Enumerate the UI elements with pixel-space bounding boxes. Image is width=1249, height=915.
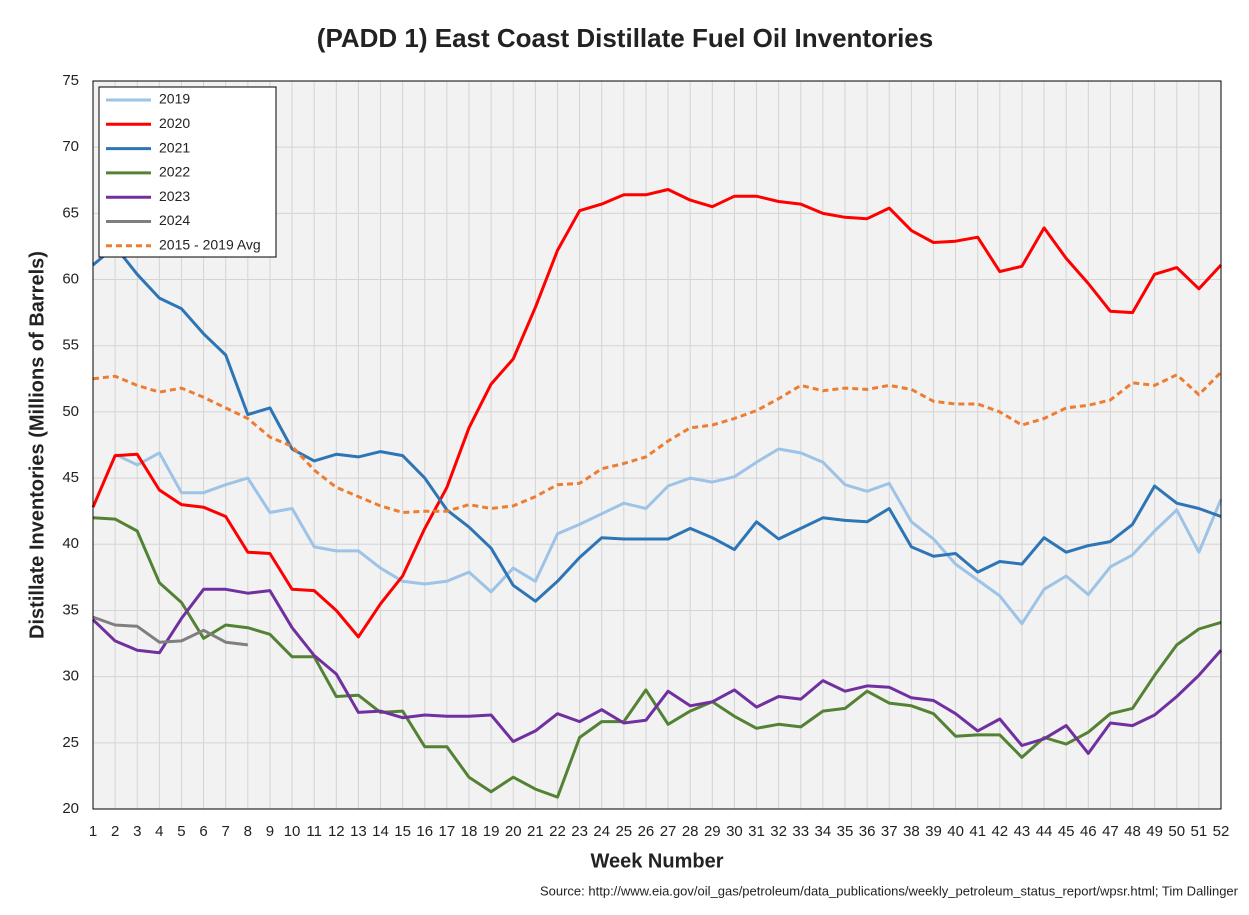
- x-tick-label: 21: [527, 823, 544, 840]
- y-tick-label: 60: [62, 271, 79, 288]
- x-tick-label: 42: [991, 823, 1008, 840]
- x-tick-label: 24: [593, 823, 610, 840]
- x-tick-label: 11: [306, 823, 322, 840]
- x-tick-label: 3: [133, 823, 141, 840]
- plot-border: [92, 80, 1222, 810]
- y-tick-label: 75: [62, 72, 79, 89]
- x-tick-label: 33: [792, 823, 809, 840]
- x-tick-label: 35: [837, 823, 854, 840]
- y-tick-label: 70: [62, 138, 79, 155]
- x-tick-label: 37: [881, 823, 898, 840]
- x-tick-label: 32: [770, 823, 787, 840]
- x-tick-label: 1: [89, 823, 97, 840]
- y-tick-label: 55: [62, 337, 79, 354]
- y-tick-label: 50: [62, 403, 79, 420]
- chart-title: (PADD 1) East Coast Distillate Fuel Oil …: [317, 23, 933, 53]
- legend-label: 2024: [159, 212, 190, 228]
- y-tick-label: 40: [62, 535, 79, 552]
- source-note: Source: http://www.eia.gov/oil_gas/petro…: [540, 883, 1239, 898]
- x-tick-label: 14: [372, 823, 389, 840]
- x-tick-label: 9: [266, 823, 274, 840]
- x-tick-label: 44: [1036, 823, 1053, 840]
- x-tick-label: 52: [1213, 823, 1230, 840]
- x-tick-label: 41: [969, 823, 986, 840]
- x-tick-label: 26: [638, 823, 655, 840]
- plot-area: [93, 81, 1221, 809]
- y-tick-label: 45: [62, 469, 79, 486]
- x-tick-label: 34: [815, 823, 832, 840]
- x-tick-label: 30: [726, 823, 743, 840]
- x-tick-label: 19: [483, 823, 500, 840]
- y-tick-label: 25: [62, 734, 79, 751]
- x-tick-label: 17: [439, 823, 456, 840]
- x-tick-label: 25: [615, 823, 632, 840]
- y-tick-label: 20: [62, 800, 79, 817]
- x-tick-label: 50: [1168, 823, 1185, 840]
- x-tick-label: 7: [222, 823, 230, 840]
- x-tick-label: 15: [394, 823, 411, 840]
- x-tick-label: 27: [660, 823, 677, 840]
- legend-label: 2019: [159, 91, 190, 107]
- x-tick-label: 47: [1102, 823, 1119, 840]
- x-tick-label: 12: [328, 823, 345, 840]
- series-line: [92, 615, 248, 647]
- x-tick-label: 16: [416, 823, 433, 840]
- x-tick-label: 43: [1014, 823, 1031, 840]
- y-axis-label: Distillate Inventories (Millions of Barr…: [26, 251, 48, 639]
- x-tick-label: 8: [244, 823, 252, 840]
- series-line: [91, 587, 1223, 755]
- x-tick-label: 23: [571, 823, 588, 840]
- x-tick-label: 45: [1058, 823, 1075, 840]
- x-tick-label: 38: [903, 823, 920, 840]
- y-tick-label: 65: [62, 204, 79, 221]
- legend-label: 2020: [159, 115, 190, 131]
- x-tick-label: 40: [947, 823, 964, 840]
- x-tick-label: 31: [748, 823, 765, 840]
- y-tick-label: 30: [62, 668, 79, 685]
- x-tick-label: 36: [859, 823, 876, 840]
- x-tick-label: 39: [925, 823, 942, 840]
- legend-label: 2015 - 2019 Avg: [159, 237, 261, 253]
- series-line: [92, 371, 1223, 514]
- x-tick-label: 46: [1080, 823, 1097, 840]
- legend-label: 2021: [159, 139, 190, 155]
- x-tick-label: 28: [682, 823, 699, 840]
- series-line: [92, 245, 1222, 603]
- x-tick-label: 29: [704, 823, 721, 840]
- series-line: [114, 447, 1223, 626]
- legend-label: 2022: [159, 164, 190, 180]
- x-tick-label: 6: [199, 823, 207, 840]
- x-tick-label: 20: [505, 823, 522, 840]
- x-tick-label: 18: [461, 823, 478, 840]
- x-axis-label: Week Number: [590, 850, 723, 872]
- x-tick-label: 49: [1146, 823, 1163, 840]
- x-tick-label: 4: [155, 823, 163, 840]
- x-tick-label: 48: [1124, 823, 1141, 840]
- x-tick-label: 13: [350, 823, 367, 840]
- x-tick-label: 22: [549, 823, 566, 840]
- y-tick-label: 35: [62, 601, 79, 618]
- x-tick-label: 5: [177, 823, 185, 840]
- x-tick-label: 10: [284, 823, 301, 840]
- x-tick-label: 51: [1191, 823, 1208, 840]
- series-line: [91, 188, 1223, 639]
- x-tick-label: 2: [111, 823, 119, 840]
- legend-label: 2023: [159, 188, 190, 204]
